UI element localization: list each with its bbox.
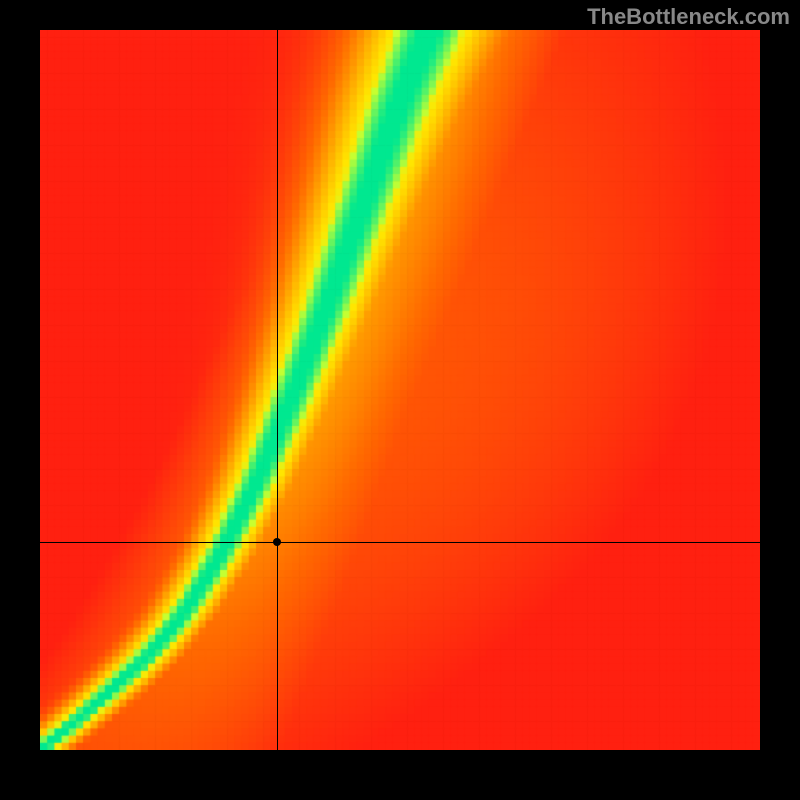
- watermark-text: TheBottleneck.com: [587, 4, 790, 30]
- heatmap-plot-area: [40, 30, 760, 750]
- bottleneck-marker-dot: [273, 538, 281, 546]
- heatmap-canvas: [40, 30, 760, 750]
- chart-container: TheBottleneck.com: [0, 0, 800, 800]
- crosshair-vertical: [277, 30, 278, 750]
- crosshair-horizontal: [40, 542, 760, 543]
